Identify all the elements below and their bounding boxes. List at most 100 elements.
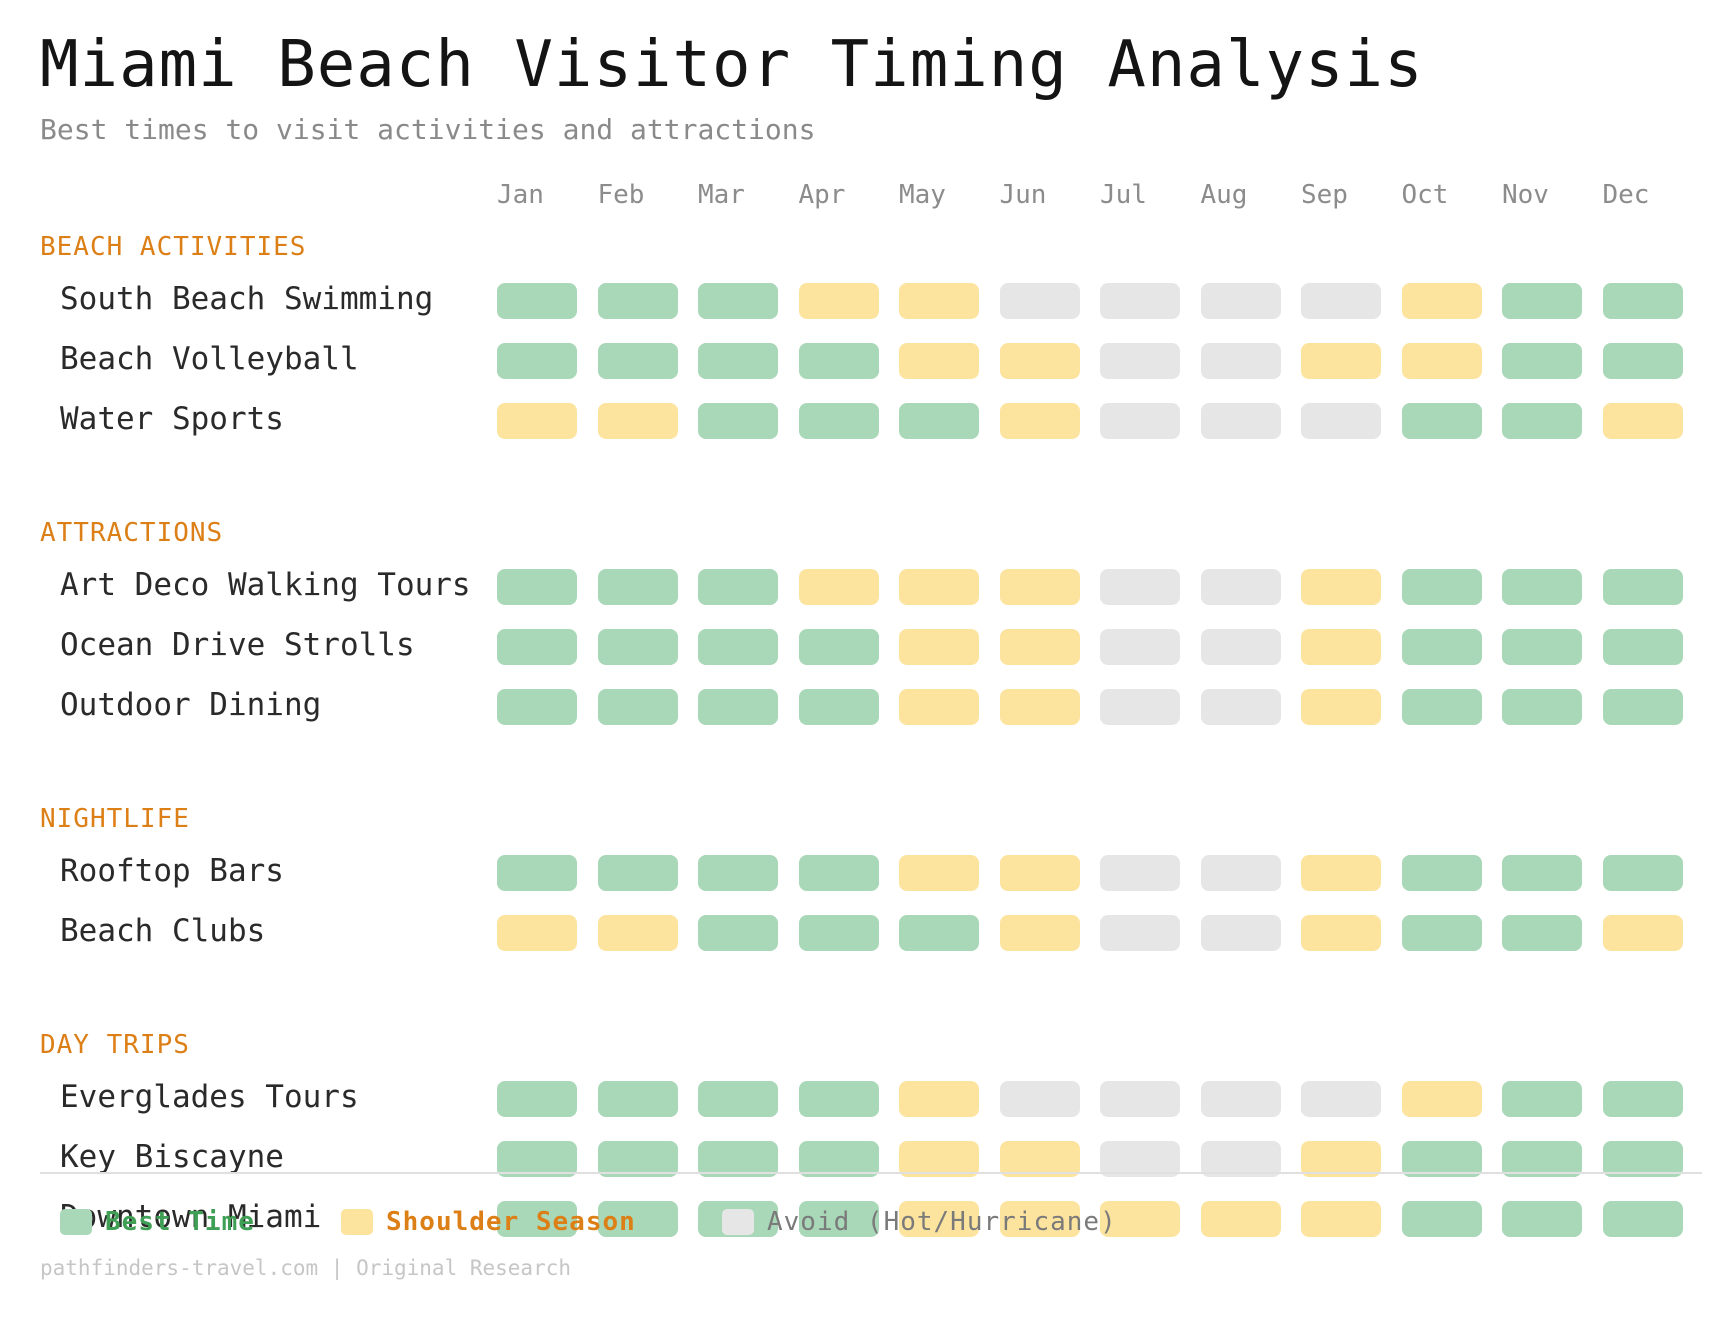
heatmap-cell bbox=[999, 1141, 1080, 1177]
month-label-jan: Jan bbox=[497, 180, 544, 210]
heatmap-cell bbox=[698, 855, 778, 891]
legend-label-best: Best Time bbox=[105, 1207, 255, 1237]
heatmap-cell bbox=[597, 569, 678, 605]
legend-item-shoulder: Shoulder Season bbox=[341, 1207, 636, 1237]
heatmap-cell bbox=[1301, 1141, 1381, 1177]
heatmap-cell bbox=[999, 1201, 1080, 1237]
section-header: DAY TRIPS bbox=[40, 1030, 190, 1060]
heatmap-cell bbox=[1502, 1141, 1582, 1177]
heatmap-cell bbox=[497, 1081, 577, 1117]
heatmap-cell bbox=[1502, 855, 1582, 891]
legend-item-avoid: Avoid (Hot/Hurricane) bbox=[722, 1207, 1117, 1237]
chart-subtitle: Best times to visit activities and attra… bbox=[40, 113, 816, 146]
heatmap-cell bbox=[1301, 855, 1381, 891]
heatmap-cell bbox=[698, 1081, 778, 1117]
heatmap-cell bbox=[798, 343, 879, 379]
heatmap-cell bbox=[1602, 569, 1683, 605]
heatmap-cell bbox=[497, 855, 577, 891]
month-label-oct: Oct bbox=[1401, 180, 1449, 210]
month-label-jun: Jun bbox=[999, 180, 1047, 210]
heatmap-cell bbox=[1100, 403, 1180, 439]
heatmap-cell bbox=[999, 855, 1080, 891]
heatmap-cell bbox=[899, 1141, 979, 1177]
row-label: Key Biscayne bbox=[60, 1139, 284, 1175]
heatmap-cell bbox=[899, 1201, 979, 1237]
heatmap-cell bbox=[597, 855, 678, 891]
heatmap-cell bbox=[1502, 689, 1582, 725]
month-label-may: May bbox=[899, 180, 946, 210]
heatmap-cell bbox=[1301, 403, 1381, 439]
row-label: South Beach Swimming bbox=[60, 281, 434, 317]
heatmap-cell bbox=[798, 283, 879, 319]
heatmap-cell bbox=[497, 1141, 577, 1177]
legend-label-avoid: Avoid (Hot/Hurricane) bbox=[767, 1207, 1117, 1237]
heatmap-cell bbox=[1100, 629, 1180, 665]
heatmap-cell bbox=[597, 403, 678, 439]
heatmap-cell bbox=[1502, 569, 1582, 605]
heatmap-cell bbox=[597, 915, 678, 951]
footer-credit: pathfinders-travel.com | Original Resear… bbox=[40, 1256, 572, 1280]
heatmap-cell bbox=[798, 403, 879, 439]
heatmap-cell bbox=[1602, 343, 1683, 379]
row-label: Art Deco Walking Tours bbox=[60, 567, 471, 603]
heatmap-cell bbox=[1100, 569, 1180, 605]
heatmap-cell bbox=[1602, 1141, 1683, 1177]
heatmap-cell bbox=[1200, 1141, 1281, 1177]
heatmap-cell bbox=[1602, 283, 1683, 319]
heatmap-cell bbox=[798, 1201, 879, 1237]
month-label-nov: Nov bbox=[1502, 180, 1549, 210]
heatmap-cell bbox=[497, 629, 577, 665]
row-label: Everglades Tours bbox=[60, 1079, 359, 1115]
heatmap-cell bbox=[497, 1201, 577, 1237]
heatmap-cell bbox=[999, 569, 1080, 605]
month-header-row: Jan Feb Mar Apr May Jun Jul Aug Sep Oct Nov Dec bbox=[497, 180, 1697, 216]
row-label: Downtown Miami bbox=[60, 1199, 322, 1235]
heatmap-cell bbox=[1502, 1081, 1582, 1117]
heatmap-cell bbox=[1301, 689, 1381, 725]
row-label: Beach Clubs bbox=[60, 913, 266, 949]
heatmap-cell bbox=[1100, 1141, 1180, 1177]
heatmap-cell bbox=[1602, 915, 1683, 951]
heatmap-cell bbox=[1100, 283, 1180, 319]
heatmap-cell bbox=[497, 283, 577, 319]
heatmap-cell bbox=[597, 343, 678, 379]
heatmap-cell bbox=[1100, 1081, 1180, 1117]
legend-swatch-shoulder bbox=[341, 1209, 373, 1235]
month-label-sep: Sep bbox=[1301, 180, 1348, 210]
heatmap-cell bbox=[698, 1141, 778, 1177]
legend-swatch-avoid bbox=[722, 1209, 754, 1235]
heatmap-cell bbox=[1502, 283, 1582, 319]
heatmap-cell bbox=[1502, 403, 1582, 439]
heatmap-cell bbox=[798, 915, 879, 951]
heatmap-cell bbox=[798, 569, 879, 605]
section-header: ATTRACTIONS bbox=[40, 518, 224, 548]
heatmap-cell bbox=[1502, 1201, 1582, 1237]
heatmap-cell bbox=[1301, 915, 1381, 951]
heatmap-cell bbox=[1200, 403, 1281, 439]
heatmap-cell bbox=[1200, 1201, 1281, 1237]
heatmap-cell bbox=[1301, 629, 1381, 665]
heatmap-cell bbox=[899, 629, 979, 665]
legend-label-shoulder: Shoulder Season bbox=[386, 1207, 636, 1237]
heatmap-cell bbox=[1502, 629, 1582, 665]
heatmap-cell bbox=[899, 283, 979, 319]
heatmap-cell bbox=[1502, 343, 1582, 379]
heatmap-cell bbox=[497, 689, 577, 725]
heatmap-cell bbox=[698, 343, 778, 379]
legend-swatch-best bbox=[60, 1209, 92, 1235]
heatmap-cell bbox=[1401, 1201, 1482, 1237]
heatmap-cell bbox=[899, 689, 979, 725]
heatmap-cell bbox=[798, 629, 879, 665]
heatmap-cell bbox=[899, 855, 979, 891]
month-label-apr: Apr bbox=[798, 180, 846, 210]
heatmap-cell bbox=[999, 1081, 1080, 1117]
heatmap-cell bbox=[999, 915, 1080, 951]
heatmap-cell bbox=[1301, 343, 1381, 379]
heatmap-cell bbox=[698, 629, 778, 665]
heatmap-cell bbox=[1200, 569, 1281, 605]
heatmap-cell bbox=[1401, 283, 1482, 319]
legend-divider bbox=[40, 1172, 1702, 1174]
heatmap-cell bbox=[999, 283, 1080, 319]
heatmap-cell bbox=[999, 343, 1080, 379]
row-label: Water Sports bbox=[60, 401, 284, 437]
